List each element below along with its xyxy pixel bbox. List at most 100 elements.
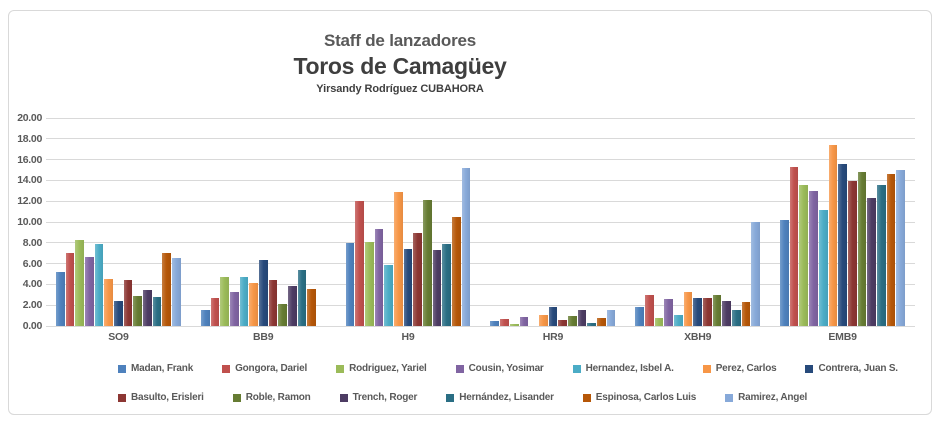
bar-group-so9	[46, 118, 191, 326]
legend-row-2: Basulto, Erisleri Roble, Ramon Trench, Rog…	[118, 392, 807, 403]
gridline	[46, 263, 915, 265]
bar-xbh9-gongora-dariel	[644, 294, 654, 326]
plot-area	[46, 117, 915, 327]
gridline	[46, 138, 915, 140]
legend-label: Basulto, Erisleri	[131, 392, 204, 403]
y-tick-label: 6.00	[22, 257, 43, 270]
gridline	[46, 304, 915, 306]
bar-h9-roble-ramon	[423, 200, 432, 326]
y-tick-label: 8.00	[22, 236, 43, 249]
legend-swatch-icon	[446, 393, 455, 402]
bar-so9-basulto-erisleri	[123, 280, 133, 326]
bar-xbh9-basulto-erisleri	[703, 297, 712, 326]
bar-group-emb9	[770, 118, 915, 326]
bar-xbh9-contrera-juan-s	[693, 297, 703, 326]
legend-item-contrera-juan-s: Contrera, Juan S.	[805, 363, 898, 374]
bar-xbh9-espinosa-carlos-luis	[741, 302, 751, 326]
bar-so9-hern-ndez-lisander	[152, 296, 162, 326]
legend-label: Roble, Ramon	[245, 392, 311, 403]
bar-h9-gongora-dariel	[355, 201, 364, 326]
y-axis-labels: 20.00 18.00 16.00 14.00 12.00 10.00 8.00 6.00 4.…	[6, 112, 43, 332]
bar-h9-cousin-yosimar	[374, 229, 384, 326]
legend-swatch-icon	[339, 393, 348, 402]
bar-bb9-trench-roger	[287, 286, 297, 326]
gridline	[46, 325, 915, 327]
bar-emb9-basulto-erisleri	[847, 181, 857, 326]
legend-label: Rodriguez, Yariel	[349, 363, 427, 374]
legend-item-espinosa-carlos-luis: Espinosa, Carlos Luis	[582, 392, 697, 403]
bar-xbh9-perez-carlos	[683, 291, 693, 326]
y-tick-label: 4.00	[22, 278, 43, 291]
bar-emb9-hernandez-isbel-a	[818, 209, 828, 326]
bar-so9-roble-ramon	[133, 295, 143, 326]
category-label-emb9: EMB9	[828, 331, 857, 343]
category-label-h9: H9	[401, 331, 415, 343]
y-tick-label: 2.00	[22, 299, 43, 312]
legend-swatch-icon	[336, 364, 345, 373]
legend-row-1: Madan, Frank Gongora, Dariel Rodriguez, Ya…	[118, 363, 898, 374]
bar-bb9-gongora-dariel	[210, 297, 220, 326]
legend-item-ramirez-angel: Ramirez, Angel	[725, 392, 807, 403]
gridline	[46, 221, 915, 223]
gridline	[46, 179, 915, 181]
bar-xbh9-rodriguez-yariel	[654, 317, 664, 326]
bar-xbh9-madan-frank	[635, 307, 644, 326]
gridline	[46, 117, 915, 119]
legend-item-cousin-yosimar: Cousin, Yosimar	[455, 363, 544, 374]
legend-item-roble-ramon: Roble, Ramon	[232, 392, 311, 403]
bar-so9-rodriguez-yariel	[75, 239, 85, 326]
legend-swatch-icon	[118, 364, 126, 373]
bar-group-bb9	[191, 118, 336, 326]
bar-emb9-trench-roger	[867, 198, 876, 326]
bar-bb9-basulto-erisleri	[268, 280, 278, 326]
legend-swatch-icon	[455, 364, 464, 373]
legend-label: Gongora, Dariel	[235, 363, 308, 374]
bar-so9-madan-frank	[56, 271, 65, 326]
bar-hr9-espinosa-carlos-luis	[596, 317, 606, 326]
bar-so9-trench-roger	[143, 289, 152, 326]
bar-group-xbh9	[625, 118, 770, 326]
bar-hr9-perez-carlos	[538, 314, 548, 326]
legend-label: Ramirez, Angel	[738, 392, 808, 403]
bar-bb9-rodriguez-yariel	[220, 277, 229, 326]
legend-label: Contrera, Juan S.	[818, 363, 898, 374]
bar-h9-espinosa-carlos-luis	[452, 216, 461, 326]
bar-hr9-roble-ramon	[567, 315, 577, 326]
bar-emb9-madan-frank	[780, 219, 789, 326]
bar-h9-basulto-erisleri	[413, 233, 423, 326]
legend-label: Espinosa, Carlos Luis	[595, 392, 697, 403]
bar-emb9-rodriguez-yariel	[799, 184, 809, 326]
bar-so9-ramirez-angel	[172, 258, 181, 326]
bar-xbh9-hern-ndez-lisander	[732, 310, 741, 326]
bar-group-hr9	[480, 118, 625, 326]
bar-hr9-madan-frank	[490, 320, 500, 326]
bar-hr9-gongora-dariel	[500, 318, 509, 326]
legend-item-madan-frank: Madan, Frank	[118, 363, 193, 374]
legend-label: Hernandez, Isbel A.	[585, 363, 674, 374]
bar-emb9-contrera-juan-s	[838, 163, 847, 326]
legend-swatch-icon	[582, 393, 591, 402]
gridline	[46, 242, 915, 244]
legend-label: Trench, Roger	[352, 392, 418, 403]
bar-bb9-madan-frank	[200, 310, 210, 326]
bar-so9-cousin-yosimar	[85, 257, 94, 326]
gridline	[46, 283, 915, 285]
y-tick-label: 10.00	[17, 216, 42, 228]
bar-h9-rodriguez-yariel	[365, 241, 374, 326]
legend-swatch-icon	[232, 393, 241, 402]
bar-xbh9-ramirez-angel	[751, 222, 761, 326]
bar-hr9-cousin-yosimar	[519, 316, 529, 326]
legend-label: Hernández, Lisander	[459, 392, 554, 403]
legend-item-rodriguez-yariel: Rodriguez, Yariel	[336, 363, 427, 374]
bar-groups	[46, 118, 915, 326]
bar-so9-perez-carlos	[104, 279, 114, 326]
bar-emb9-perez-carlos	[828, 145, 838, 326]
category-label-bb9: BB9	[253, 331, 274, 343]
bar-bb9-roble-ramon	[278, 304, 287, 326]
bar-hr9-basulto-erisleri	[558, 319, 567, 326]
legend-label: Perez, Carlos	[715, 363, 777, 374]
legend-swatch-icon	[725, 393, 734, 402]
y-tick-label: 0.00	[22, 320, 43, 332]
bar-bb9-cousin-yosimar	[229, 291, 239, 326]
